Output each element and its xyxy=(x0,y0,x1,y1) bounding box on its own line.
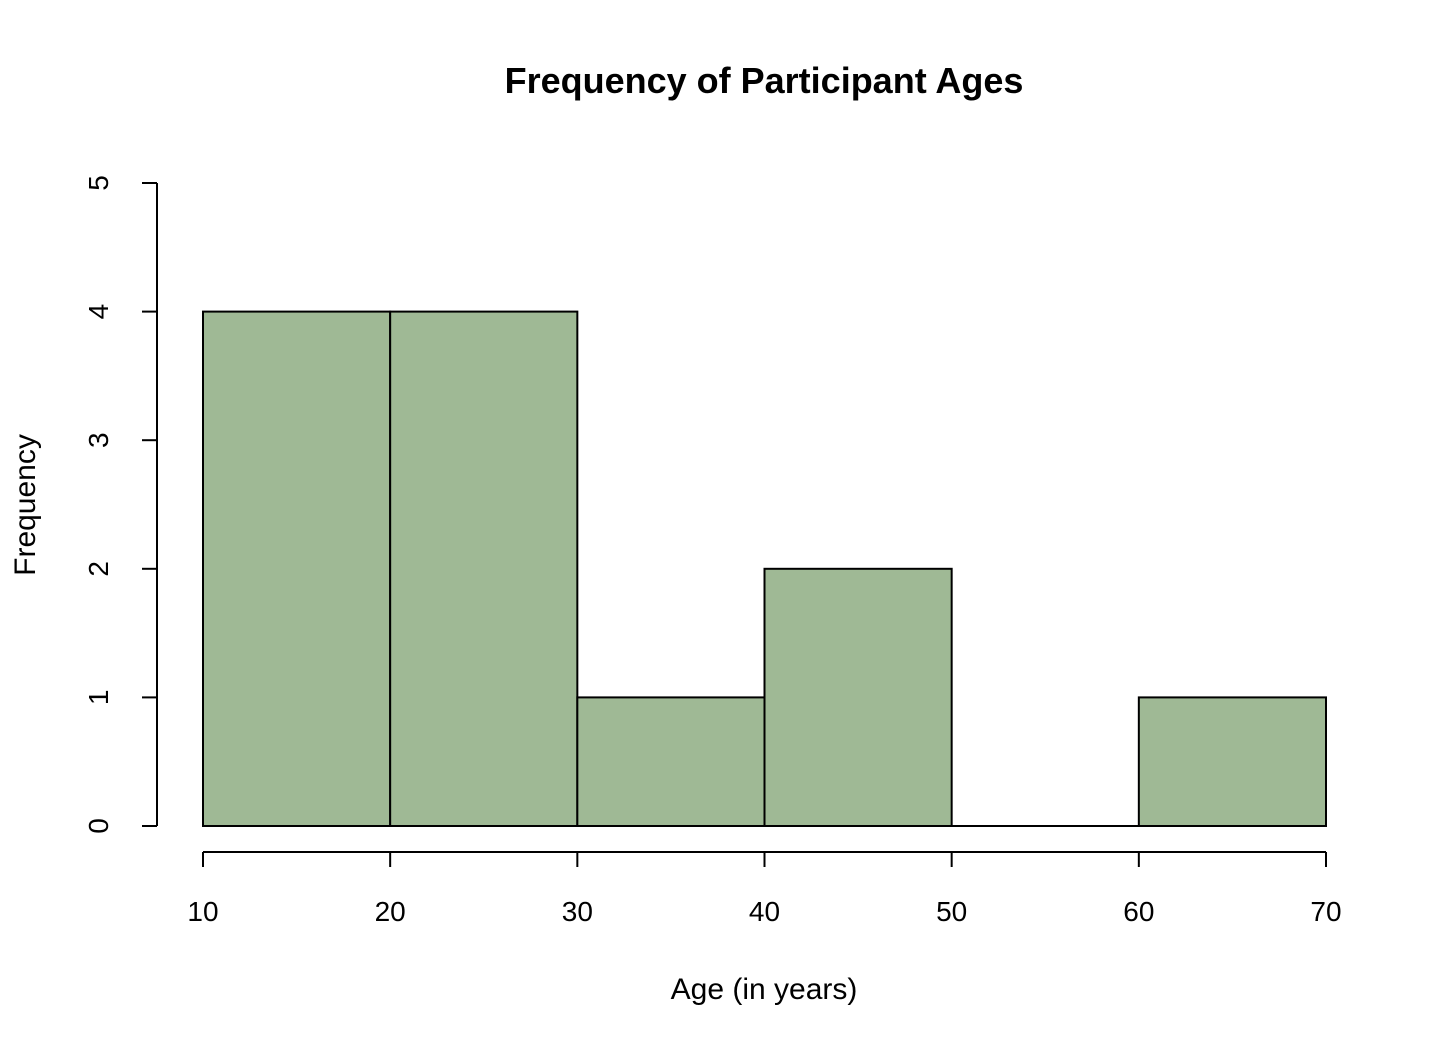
y-axis-label: Frequency xyxy=(9,434,42,576)
bars-group xyxy=(202,310,1328,828)
y-tick-label-2: 2 xyxy=(83,561,114,577)
x-tick-label-20: 20 xyxy=(375,896,406,927)
y-tick-label-1: 1 xyxy=(83,690,114,706)
histogram-bar-40-50 xyxy=(763,567,953,827)
x-tick-label-40: 40 xyxy=(749,896,780,927)
x-tick-label-70: 70 xyxy=(1310,896,1341,927)
y-tick-label-3: 3 xyxy=(83,432,114,448)
histogram-bar-10-20 xyxy=(202,310,392,828)
y-axis: 0 1 2 3 4 5 xyxy=(83,175,158,834)
histogram-bar-60-70 xyxy=(1137,696,1328,828)
chart-title: Frequency of Participant Ages xyxy=(505,60,1024,101)
y-tick-label-0: 0 xyxy=(83,818,114,834)
histogram-bar-20-30 xyxy=(389,310,579,828)
y-tick-label-5: 5 xyxy=(83,175,114,191)
histogram-bar-30-40 xyxy=(576,696,766,828)
x-tick-label-30: 30 xyxy=(562,896,593,927)
x-axis-label: Age (in years) xyxy=(671,973,858,1006)
x-tick-label-50: 50 xyxy=(936,896,967,927)
x-tick-label-10: 10 xyxy=(187,896,218,927)
x-tick-label-60: 60 xyxy=(1123,896,1154,927)
x-axis: 10 20 30 40 50 60 70 xyxy=(187,851,1342,927)
y-tick-label-4: 4 xyxy=(83,304,114,320)
